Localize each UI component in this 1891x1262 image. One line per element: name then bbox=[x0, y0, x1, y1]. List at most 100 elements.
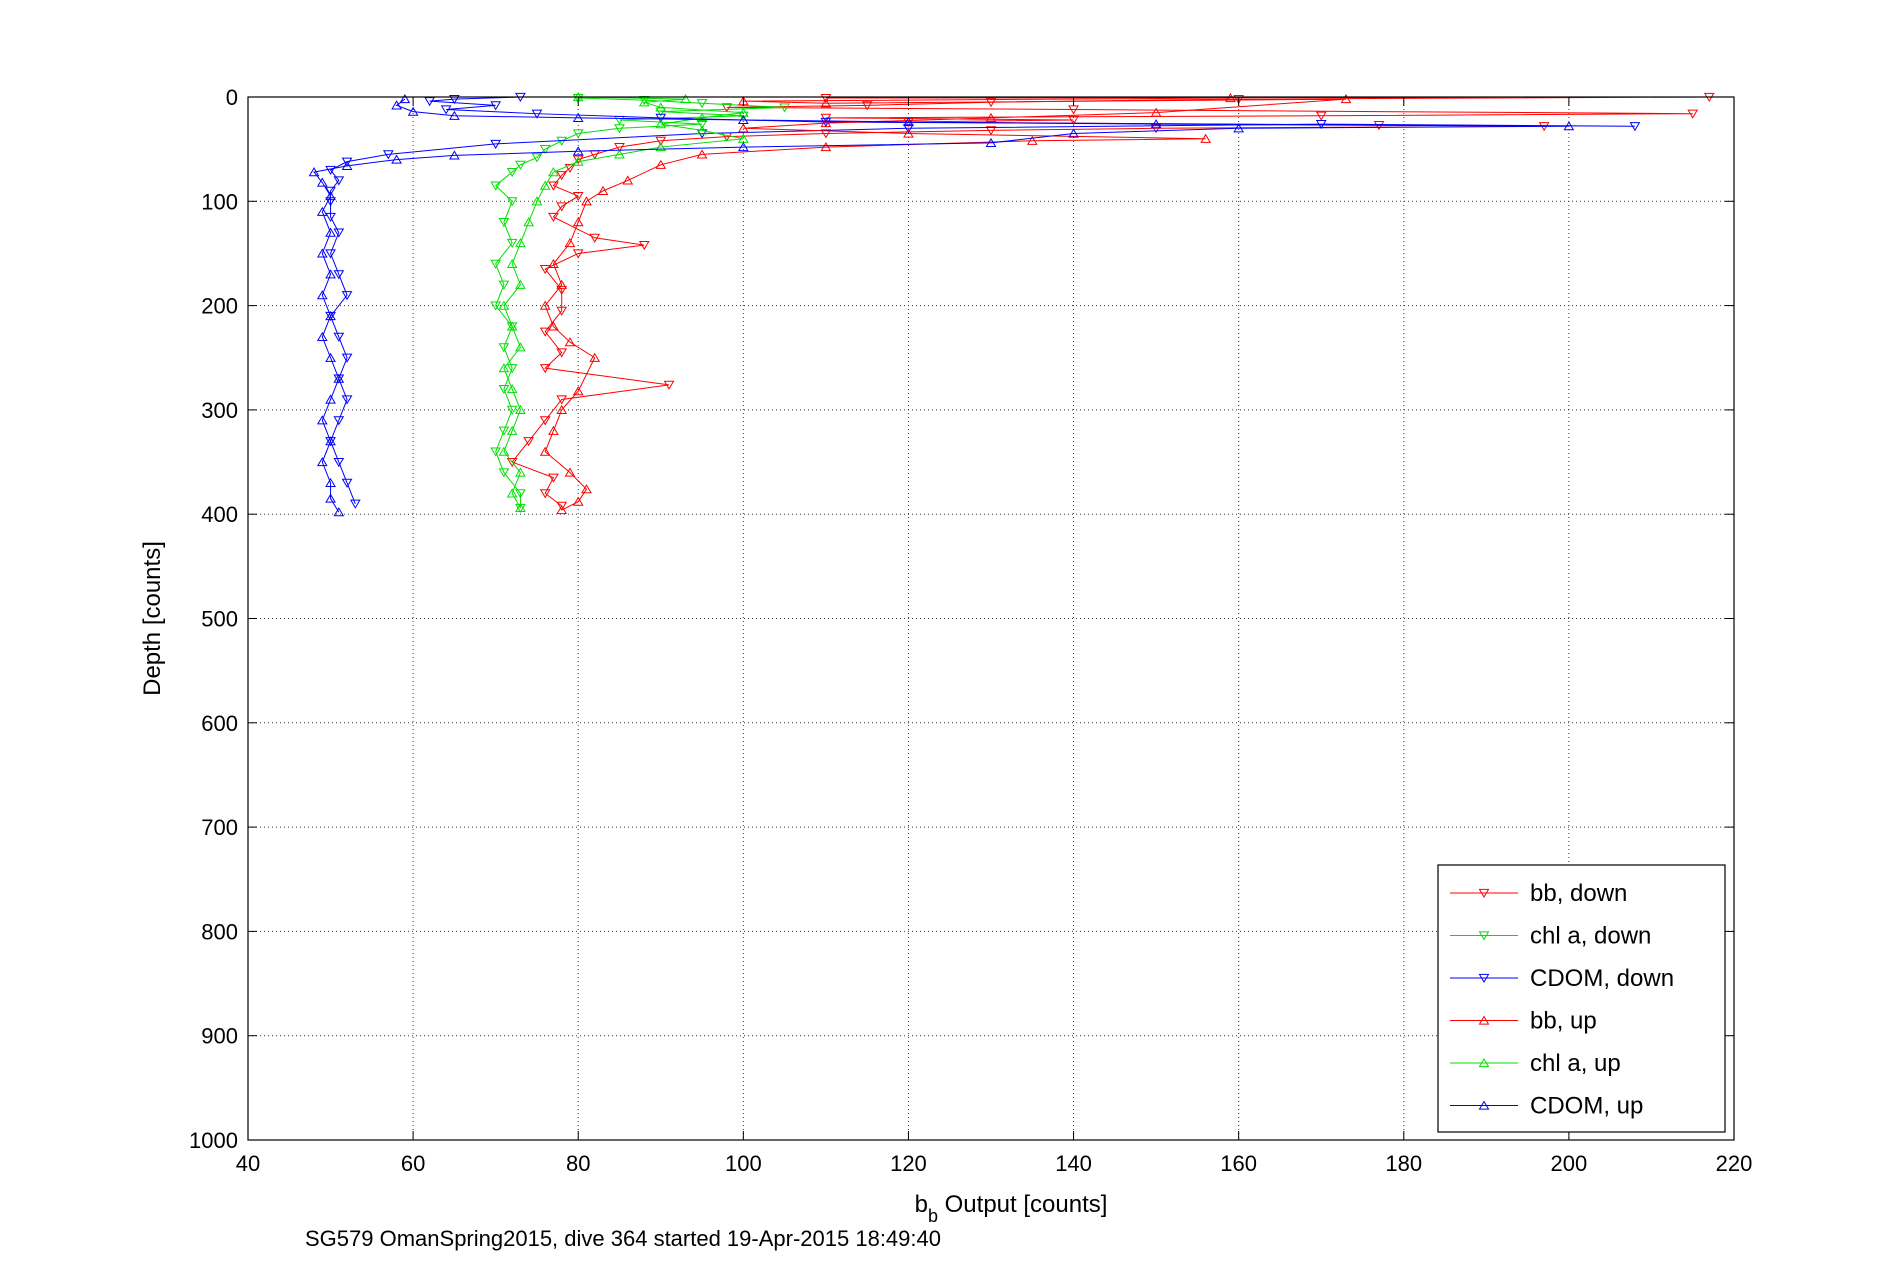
y-tick-label: 100 bbox=[201, 189, 238, 214]
data-point bbox=[614, 142, 625, 153]
data-point bbox=[614, 124, 625, 134]
legend-label: CDOM, up bbox=[1530, 1093, 1643, 1120]
data-point bbox=[316, 206, 328, 216]
data-point bbox=[581, 484, 592, 494]
data-point bbox=[316, 177, 328, 187]
data-point bbox=[498, 363, 510, 373]
data-point bbox=[341, 395, 353, 405]
data-point bbox=[548, 212, 559, 222]
data-point bbox=[515, 237, 526, 248]
series-chl-a-down bbox=[490, 93, 790, 513]
data-point bbox=[539, 145, 551, 155]
data-point bbox=[572, 129, 584, 139]
y-axis-label: Depth [counts] bbox=[139, 541, 166, 696]
data-point bbox=[333, 457, 345, 468]
y-tick-label: 900 bbox=[201, 1024, 238, 1049]
data-point bbox=[1315, 111, 1327, 121]
data-point bbox=[581, 196, 592, 206]
data-point bbox=[515, 160, 526, 170]
data-point bbox=[333, 176, 345, 186]
data-point bbox=[506, 425, 518, 435]
data-point bbox=[556, 202, 568, 212]
data-point bbox=[1026, 135, 1038, 145]
x-tick-label: 200 bbox=[1551, 1151, 1588, 1176]
data-point bbox=[589, 233, 601, 243]
data-point bbox=[1315, 120, 1327, 130]
data-point bbox=[498, 426, 510, 436]
data-point bbox=[531, 109, 543, 119]
plot-series bbox=[308, 91, 1715, 517]
data-point bbox=[325, 269, 336, 279]
x-tick-label: 180 bbox=[1385, 1151, 1422, 1176]
data-point bbox=[308, 167, 320, 177]
data-point bbox=[341, 353, 353, 363]
data-point bbox=[1687, 109, 1699, 119]
data-point bbox=[490, 101, 502, 111]
y-tick-label: 500 bbox=[201, 607, 238, 632]
data-point bbox=[548, 181, 559, 191]
data-point bbox=[564, 467, 576, 477]
y-tick-label: 400 bbox=[201, 502, 238, 527]
data-point bbox=[325, 212, 336, 222]
data-point bbox=[539, 489, 551, 499]
data-point bbox=[407, 106, 419, 116]
data-point bbox=[655, 136, 667, 146]
data-point bbox=[985, 137, 997, 147]
data-point bbox=[333, 270, 345, 280]
data-point bbox=[449, 94, 460, 105]
data-point bbox=[506, 258, 518, 268]
data-point bbox=[737, 114, 749, 125]
data-point bbox=[548, 258, 559, 268]
series-cdom-up bbox=[308, 94, 1575, 517]
data-point bbox=[325, 191, 336, 201]
data-point bbox=[498, 218, 510, 228]
data-point bbox=[539, 446, 551, 456]
legend: bb, down chl a, down CDOM, down bb, up chl a… bbox=[1437, 864, 1726, 1133]
data-point bbox=[539, 327, 551, 337]
data-point bbox=[1068, 128, 1079, 138]
data-point bbox=[325, 227, 336, 237]
data-point bbox=[391, 154, 402, 164]
data-point bbox=[490, 301, 502, 311]
data-point bbox=[506, 197, 518, 207]
data-point bbox=[399, 94, 411, 104]
data-point bbox=[506, 405, 518, 415]
data-point bbox=[1200, 133, 1212, 143]
data-point bbox=[333, 373, 345, 383]
data-point bbox=[515, 489, 526, 499]
x-axis-label-main: b bbox=[915, 1191, 928, 1218]
data-point bbox=[564, 163, 576, 173]
data-point bbox=[325, 197, 336, 207]
data-point bbox=[820, 93, 832, 104]
data-point bbox=[572, 155, 584, 165]
x-axis-label-rest: Output [counts] bbox=[938, 1191, 1107, 1218]
data-point bbox=[440, 105, 452, 115]
data-point bbox=[548, 425, 559, 435]
data-point bbox=[556, 348, 568, 358]
x-tick-label: 120 bbox=[890, 1151, 927, 1176]
data-point bbox=[539, 300, 551, 310]
data-point bbox=[1150, 107, 1162, 117]
data-point bbox=[696, 99, 708, 109]
legend-swatch-marker bbox=[1478, 888, 1490, 899]
data-point bbox=[490, 447, 502, 457]
data-point bbox=[985, 126, 997, 136]
data-point bbox=[531, 153, 543, 163]
figure-caption: SG579 OmanSpring2015, dive 364 started 1… bbox=[305, 1226, 941, 1251]
legend-entry: bb, up bbox=[1450, 1008, 1597, 1035]
data-point bbox=[498, 300, 510, 310]
data-point bbox=[325, 493, 336, 503]
data-point bbox=[333, 332, 345, 342]
data-point bbox=[325, 436, 336, 446]
data-point bbox=[325, 249, 336, 259]
data-point bbox=[515, 279, 526, 289]
data-point bbox=[638, 97, 650, 107]
y-tick-label: 200 bbox=[201, 294, 238, 319]
data-point bbox=[572, 146, 584, 156]
data-point bbox=[341, 160, 353, 170]
data-point bbox=[316, 331, 328, 341]
legend-swatch-marker bbox=[1478, 1015, 1490, 1025]
data-point bbox=[572, 93, 584, 104]
data-point bbox=[597, 185, 609, 195]
